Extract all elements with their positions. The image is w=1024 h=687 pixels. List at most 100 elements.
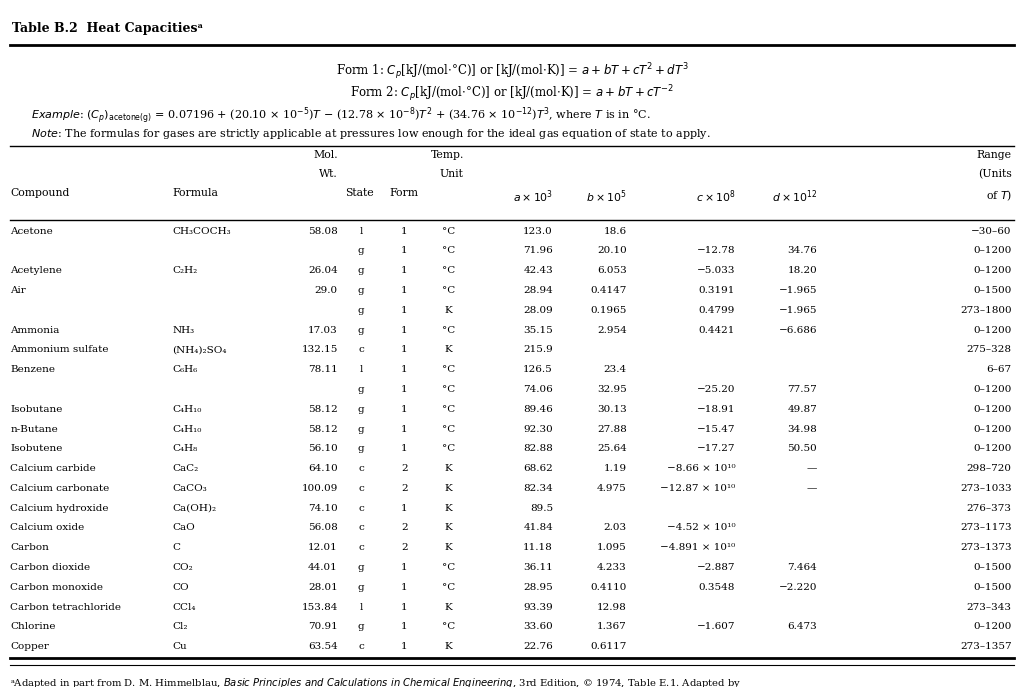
Text: $\it{Note}$: The formulas for gases are strictly applicable at pressures low eno: $\it{Note}$: The formulas for gases are …	[31, 127, 711, 141]
Text: Ammonia: Ammonia	[10, 326, 59, 335]
Text: 4.233: 4.233	[597, 563, 627, 572]
Text: Cu: Cu	[172, 642, 186, 651]
Text: g: g	[357, 583, 365, 592]
Text: Acetone: Acetone	[10, 227, 53, 236]
Text: CO₂: CO₂	[172, 563, 193, 572]
Text: Form 2: $C_p$[kJ/(mol$\cdot$°C)] or [kJ/(mol$\cdot$K)] = $a + bT + cT^{-2}$: Form 2: $C_p$[kJ/(mol$\cdot$°C)] or [kJ/…	[350, 84, 674, 104]
Text: g: g	[357, 444, 365, 453]
Text: −17.27: −17.27	[696, 444, 735, 453]
Text: c: c	[358, 523, 364, 532]
Text: 0–1500: 0–1500	[974, 286, 1012, 295]
Text: —: —	[807, 464, 817, 473]
Text: 1.367: 1.367	[597, 622, 627, 631]
Text: 126.5: 126.5	[523, 365, 553, 374]
Text: 50.50: 50.50	[787, 444, 817, 453]
Text: $b\times10^5$: $b\times10^5$	[587, 188, 627, 205]
Text: CO: CO	[172, 583, 188, 592]
Text: °C: °C	[442, 326, 455, 335]
Text: C₄H₁₀: C₄H₁₀	[172, 405, 202, 414]
Text: 18.20: 18.20	[787, 267, 817, 275]
Text: 77.57: 77.57	[787, 385, 817, 394]
Text: 0.6117: 0.6117	[590, 642, 627, 651]
Text: 41.84: 41.84	[523, 523, 553, 532]
Text: 28.94: 28.94	[523, 286, 553, 295]
Text: K: K	[444, 523, 453, 532]
Text: 1.095: 1.095	[597, 543, 627, 552]
Text: 11.18: 11.18	[523, 543, 553, 552]
Text: Acetylene: Acetylene	[10, 267, 62, 275]
Text: 0–1500: 0–1500	[974, 563, 1012, 572]
Text: 0–1200: 0–1200	[974, 405, 1012, 414]
Text: 1: 1	[401, 227, 408, 236]
Text: l: l	[359, 602, 362, 611]
Text: CaO: CaO	[172, 523, 195, 532]
Text: °C: °C	[442, 563, 455, 572]
Text: 2.954: 2.954	[597, 326, 627, 335]
Text: Chlorine: Chlorine	[10, 622, 55, 631]
Text: c: c	[358, 642, 364, 651]
Text: K: K	[444, 543, 453, 552]
Text: 1: 1	[401, 326, 408, 335]
Text: of $T$): of $T$)	[986, 188, 1012, 203]
Text: 0–1500: 0–1500	[974, 583, 1012, 592]
Text: 0.1965: 0.1965	[590, 306, 627, 315]
Text: 12.98: 12.98	[597, 602, 627, 611]
Text: 0.3548: 0.3548	[698, 583, 735, 592]
Text: °C: °C	[442, 622, 455, 631]
Text: Cl₂: Cl₂	[172, 622, 187, 631]
Text: 28.09: 28.09	[523, 306, 553, 315]
Text: 1: 1	[401, 642, 408, 651]
Text: 7.464: 7.464	[787, 563, 817, 572]
Text: Calcium carbide: Calcium carbide	[10, 464, 96, 473]
Text: 0–1200: 0–1200	[974, 425, 1012, 433]
Text: °C: °C	[442, 365, 455, 374]
Text: 273–1373: 273–1373	[961, 543, 1012, 552]
Text: 49.87: 49.87	[787, 405, 817, 414]
Text: −12.87 × 10¹⁰: −12.87 × 10¹⁰	[660, 484, 735, 493]
Text: 2: 2	[401, 464, 408, 473]
Text: −8.66 × 10¹⁰: −8.66 × 10¹⁰	[667, 464, 735, 473]
Text: °C: °C	[442, 286, 455, 295]
Text: 63.54: 63.54	[308, 642, 338, 651]
Text: State: State	[345, 188, 374, 199]
Text: 68.62: 68.62	[523, 464, 553, 473]
Text: 17.03: 17.03	[308, 326, 338, 335]
Text: g: g	[357, 405, 365, 414]
Text: 64.10: 64.10	[308, 464, 338, 473]
Text: −1.965: −1.965	[778, 286, 817, 295]
Text: Ca(OH)₂: Ca(OH)₂	[172, 504, 216, 513]
Text: 6.473: 6.473	[787, 622, 817, 631]
Text: 275–328: 275–328	[967, 346, 1012, 354]
Text: −2.887: −2.887	[696, 563, 735, 572]
Text: Calcium hydroxide: Calcium hydroxide	[10, 504, 109, 513]
Text: −12.78: −12.78	[696, 247, 735, 256]
Text: 78.11: 78.11	[308, 365, 338, 374]
Text: °C: °C	[442, 425, 455, 433]
Text: 30.13: 30.13	[597, 405, 627, 414]
Text: Calcium oxide: Calcium oxide	[10, 523, 85, 532]
Text: 273–1357: 273–1357	[961, 642, 1012, 651]
Text: 2: 2	[401, 484, 408, 493]
Text: (Units: (Units	[978, 169, 1012, 179]
Text: $\it{Example}$: $(C_p)_{\rm acetone(g)}$ = 0.07196 + (20.10 $\times$ 10$^{-5}$)$: $\it{Example}$: $(C_p)_{\rm acetone(g)}$…	[31, 105, 650, 126]
Text: K: K	[444, 484, 453, 493]
Text: 18.6: 18.6	[603, 227, 627, 236]
Text: 123.0: 123.0	[523, 227, 553, 236]
Text: Carbon: Carbon	[10, 543, 49, 552]
Text: 273–343: 273–343	[967, 602, 1012, 611]
Text: CaC₂: CaC₂	[172, 464, 199, 473]
Text: 1: 1	[401, 286, 408, 295]
Text: 34.76: 34.76	[787, 247, 817, 256]
Text: 1: 1	[401, 385, 408, 394]
Text: −1.965: −1.965	[778, 306, 817, 315]
Text: Range: Range	[977, 150, 1012, 160]
Text: −4.52 × 10¹⁰: −4.52 × 10¹⁰	[667, 523, 735, 532]
Text: 56.10: 56.10	[308, 444, 338, 453]
Text: −15.47: −15.47	[696, 425, 735, 433]
Text: g: g	[357, 563, 365, 572]
Text: 0.4147: 0.4147	[590, 286, 627, 295]
Text: 1: 1	[401, 602, 408, 611]
Text: 44.01: 44.01	[308, 563, 338, 572]
Text: 27.88: 27.88	[597, 425, 627, 433]
Text: −30–60: −30–60	[971, 227, 1012, 236]
